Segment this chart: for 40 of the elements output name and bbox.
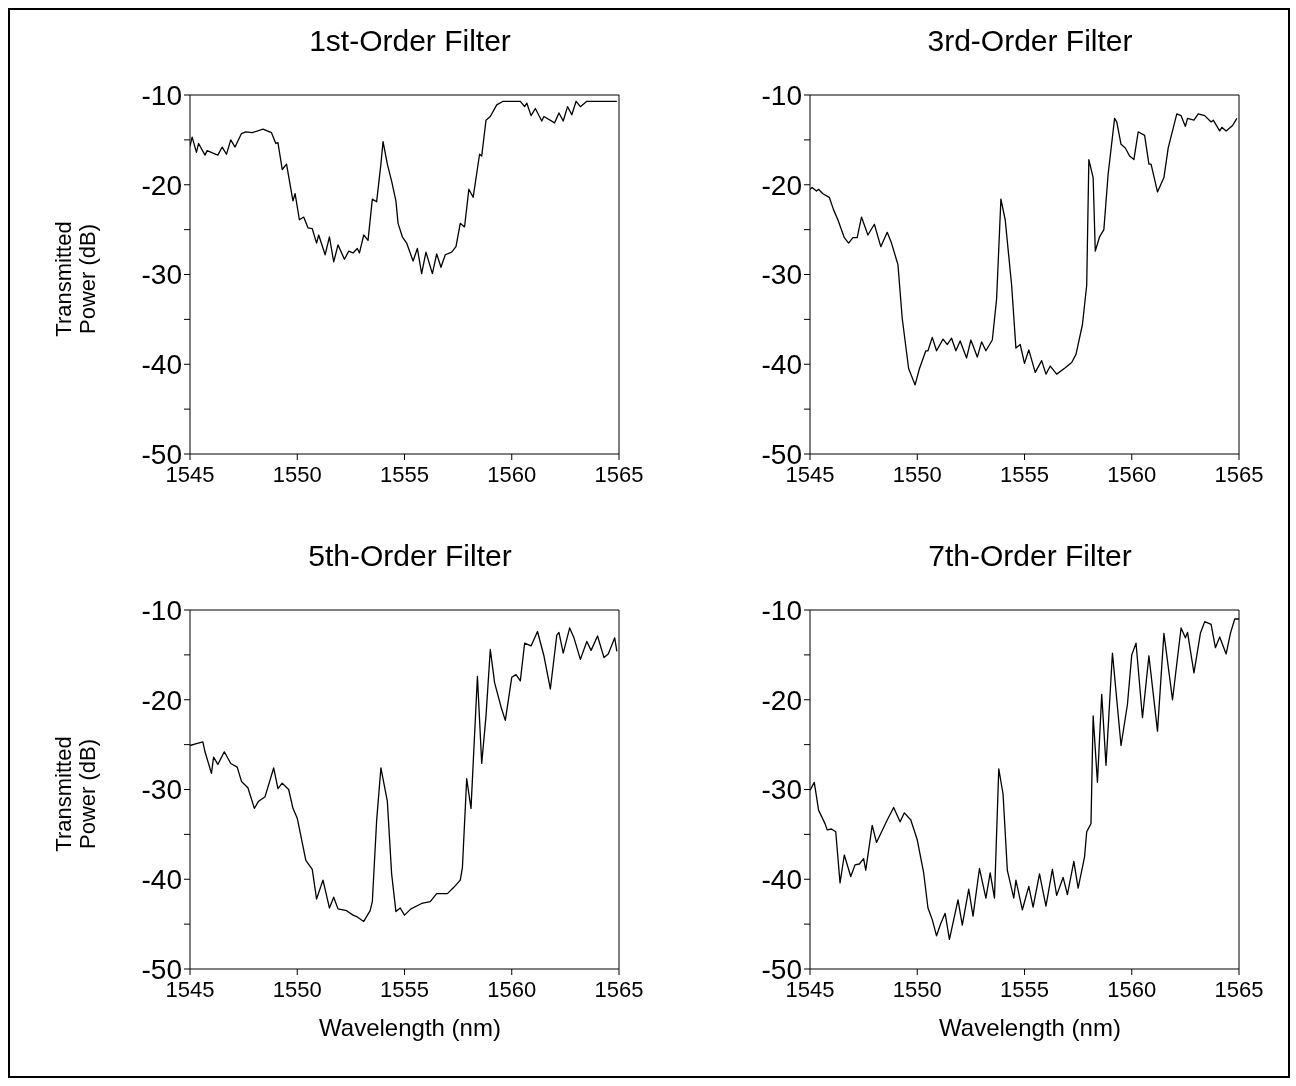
x-axis-title: Wavelength (nm) [938, 1014, 1122, 1042]
y-tick-label: -30 [141, 774, 182, 806]
y-tick-label: -40 [761, 864, 802, 896]
y-tick-label: -20 [761, 684, 802, 716]
chart-title: 3rd-Order Filter [926, 24, 1134, 58]
x-tick-label: 1560 [487, 461, 537, 487]
y-tick-label: -40 [141, 864, 182, 896]
x-tick-label: 1565 [594, 976, 644, 1002]
chart-title: 5th-Order Filter [307, 539, 513, 573]
x-tick-label: 1550 [892, 461, 942, 487]
x-tick-label: 1560 [1107, 976, 1157, 1002]
chart-title: 7th-Order Filter [927, 539, 1133, 573]
x-tick-label: 1555 [1000, 976, 1049, 1002]
x-tick-label: 1550 [272, 976, 322, 1002]
x-axis-title: Wavelength (nm) [318, 1014, 502, 1042]
x-tick-label: 1565 [1214, 976, 1264, 1002]
y-tick-label: -30 [141, 259, 182, 291]
x-tick-label: 1555 [1000, 461, 1049, 487]
y-tick-label: -30 [761, 259, 802, 291]
y-tick-label: -40 [761, 349, 802, 381]
x-tick-label: 1550 [272, 461, 322, 487]
y-tick-label: -10 [761, 594, 802, 626]
y-tick-label: -10 [141, 79, 182, 111]
y-tick-label: -20 [761, 169, 802, 201]
y-tick-label: -20 [141, 169, 182, 201]
x-tick-label: 1565 [1214, 461, 1264, 487]
y-tick-label: -10 [141, 594, 182, 626]
y-tick-label: -10 [761, 79, 802, 111]
y-axis-title: Transmitted Power (dB) [51, 735, 101, 854]
x-tick-label: 1565 [594, 461, 644, 487]
x-tick-label: 1560 [1107, 461, 1157, 487]
y-axis-title: Transmitted Power (dB) [51, 220, 101, 339]
x-tick-label: 1555 [380, 461, 429, 487]
y-tick-label: -20 [141, 684, 182, 716]
x-tick-label: 1560 [487, 976, 537, 1002]
y-tick-label: -30 [761, 774, 802, 806]
y-tick-label: -40 [141, 349, 182, 381]
chart-title: 1st-Order Filter [308, 24, 512, 58]
x-tick-label: 1550 [892, 976, 942, 1002]
x-tick-label: 1555 [380, 976, 429, 1002]
